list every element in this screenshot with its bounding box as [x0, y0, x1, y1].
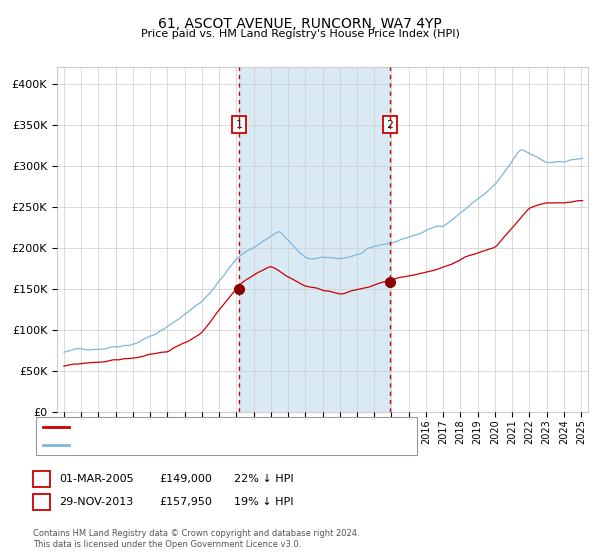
- Text: Contains HM Land Registry data © Crown copyright and database right 2024.
This d: Contains HM Land Registry data © Crown c…: [33, 529, 359, 549]
- Text: 01-MAR-2005: 01-MAR-2005: [59, 474, 133, 484]
- Text: 61, ASCOT AVENUE, RUNCORN, WA7 4YP: 61, ASCOT AVENUE, RUNCORN, WA7 4YP: [158, 17, 442, 31]
- Text: 1: 1: [236, 120, 242, 129]
- Text: 61, ASCOT AVENUE, RUNCORN, WA7 4YP (detached house): 61, ASCOT AVENUE, RUNCORN, WA7 4YP (deta…: [72, 422, 367, 432]
- Text: £157,950: £157,950: [159, 497, 212, 507]
- Text: 29-NOV-2013: 29-NOV-2013: [59, 497, 133, 507]
- Bar: [239, 67, 390, 412]
- Text: 19% ↓ HPI: 19% ↓ HPI: [234, 497, 293, 507]
- Text: 2: 2: [386, 120, 393, 129]
- Text: Price paid vs. HM Land Registry's House Price Index (HPI): Price paid vs. HM Land Registry's House …: [140, 29, 460, 39]
- Text: HPI: Average price, detached house, Halton: HPI: Average price, detached house, Halt…: [72, 440, 289, 450]
- Text: 1: 1: [38, 474, 45, 484]
- Text: £149,000: £149,000: [159, 474, 212, 484]
- Text: 2: 2: [38, 497, 45, 507]
- Text: 22% ↓ HPI: 22% ↓ HPI: [234, 474, 293, 484]
